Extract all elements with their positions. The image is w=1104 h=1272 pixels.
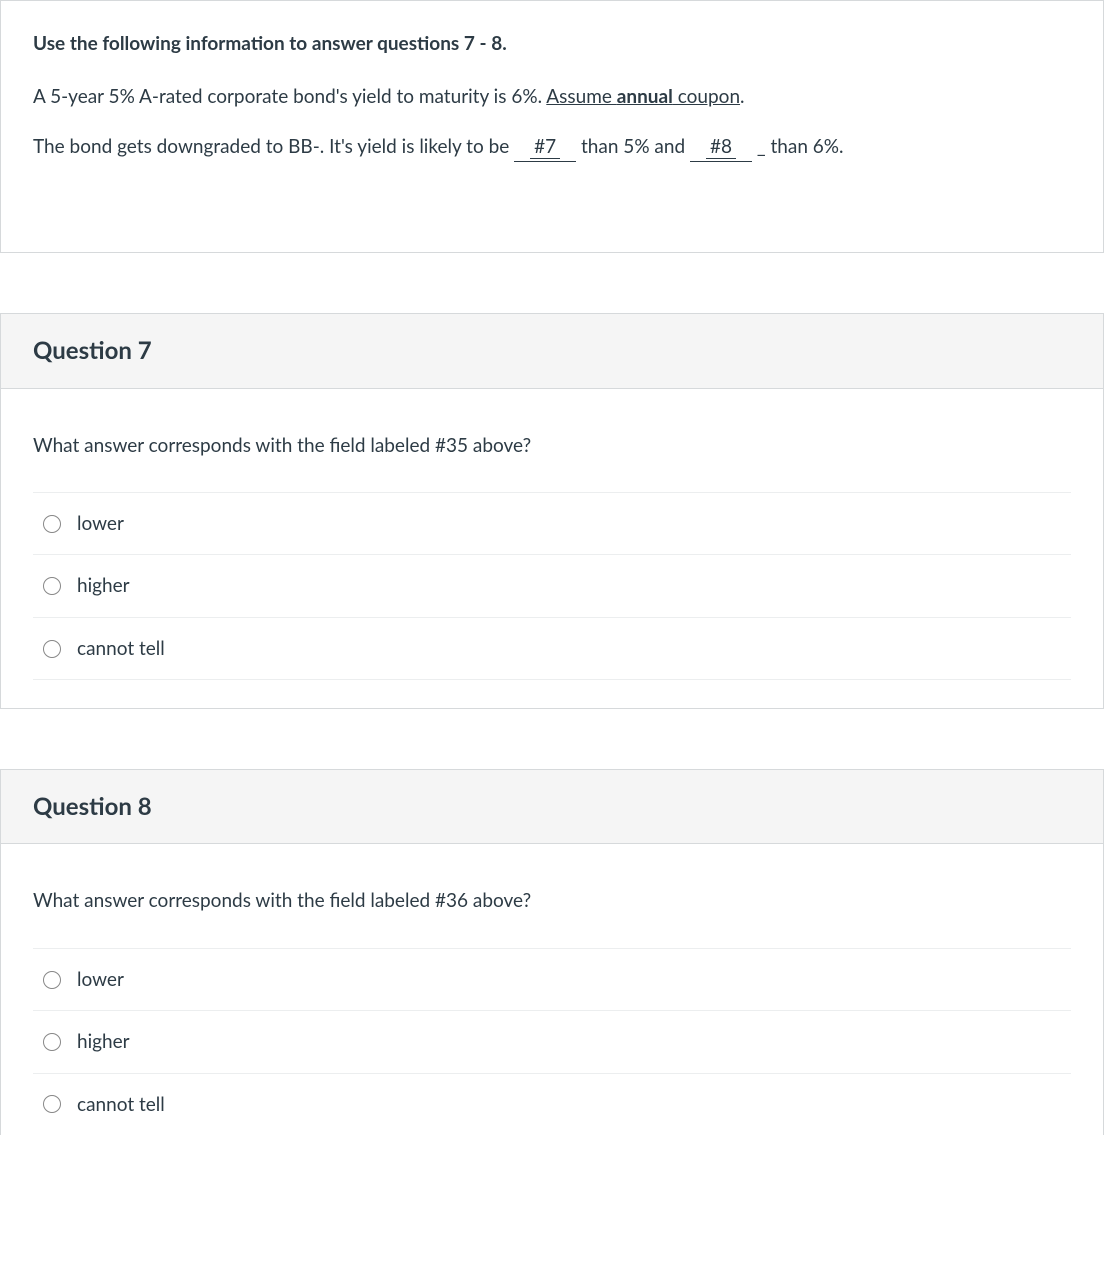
question-7-body: What answer corresponds with the field l…: [1, 389, 1103, 709]
option-label: higher: [77, 571, 130, 600]
question-8-panel: Question 8 What answer corresponds with …: [0, 769, 1104, 1135]
radio-icon: [43, 640, 61, 658]
passage-line2-mid: than 5% and: [576, 135, 690, 158]
option-q7-cannot-tell[interactable]: cannot tell: [33, 618, 1071, 680]
question-7-panel: Question 7 What answer corresponds with …: [0, 313, 1104, 709]
passage-line-2: The bond gets downgraded to BB-. It's yi…: [33, 132, 1071, 162]
passage-line1-u-bold: annual: [617, 85, 673, 108]
option-q8-higher[interactable]: higher: [33, 1011, 1071, 1073]
question-8-title: Question 8: [33, 788, 1071, 825]
fill-blank-7-label: #7: [530, 135, 560, 159]
radio-icon: [43, 1095, 61, 1113]
passage-line1-u-post: coupon: [673, 85, 740, 108]
question-7-header: Question 7: [1, 314, 1103, 388]
passage-line2-pre: The bond gets downgraded to BB-. It's yi…: [33, 135, 514, 158]
radio-icon: [43, 1033, 61, 1051]
question-7-prompt: What answer corresponds with the field l…: [33, 431, 1071, 460]
question-7-options: lower higher cannot tell: [33, 492, 1071, 680]
passage-line1-pre: A 5-year 5% A-rated corporate bond's yie…: [33, 85, 546, 108]
fill-blank-8-label: #8: [706, 135, 736, 159]
option-label: lower: [77, 509, 124, 538]
question-7-title: Question 7: [33, 332, 1071, 369]
fill-blank-7: #7: [514, 132, 576, 162]
question-8-options: lower higher cannot tell: [33, 948, 1071, 1135]
passage-line1-period: .: [740, 85, 744, 108]
passage-trailing-dash: _: [757, 135, 766, 158]
passage-line1-u-pre: Assume: [546, 85, 616, 108]
option-label: cannot tell: [77, 634, 165, 663]
option-label: cannot tell: [77, 1090, 165, 1119]
passage-line1-underlined: Assume annual coupon: [546, 85, 740, 108]
radio-icon: [43, 971, 61, 989]
option-q7-higher[interactable]: higher: [33, 555, 1071, 617]
passage-line-1: A 5-year 5% A-rated corporate bond's yie…: [33, 82, 1071, 111]
option-q8-cannot-tell[interactable]: cannot tell: [33, 1074, 1071, 1135]
option-q7-lower[interactable]: lower: [33, 493, 1071, 555]
question-8-body: What answer corresponds with the field l…: [1, 844, 1103, 1135]
question-8-prompt: What answer corresponds with the field l…: [33, 886, 1071, 915]
passage-body: Use the following information to answer …: [1, 1, 1103, 252]
fill-blank-8: #8: [690, 132, 752, 162]
option-label: higher: [77, 1027, 130, 1056]
option-q8-lower[interactable]: lower: [33, 949, 1071, 1011]
passage-heading: Use the following information to answer …: [33, 29, 1071, 58]
passage-panel: Use the following information to answer …: [0, 0, 1104, 253]
passage-line2-post: than 6%.: [766, 135, 844, 158]
option-label: lower: [77, 965, 124, 994]
question-8-header: Question 8: [1, 770, 1103, 844]
radio-icon: [43, 577, 61, 595]
radio-icon: [43, 515, 61, 533]
